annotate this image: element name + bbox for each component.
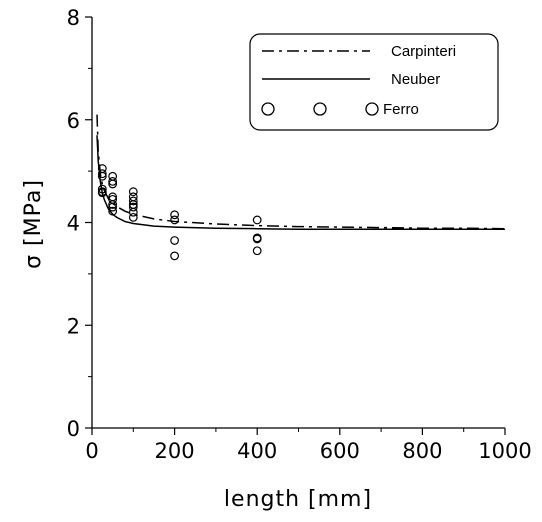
legend-ferro-marker: [365, 102, 379, 116]
y-axis-label: σ [MPa]: [21, 179, 46, 269]
ferro-point: [108, 179, 118, 189]
ferro-point: [170, 210, 180, 220]
x-tick-label: 600: [320, 439, 360, 463]
ferro-point: [97, 188, 107, 198]
legend-carpinteri-label: Carpinteri: [391, 43, 456, 60]
curves: [96, 114, 506, 230]
ferro-point: [128, 196, 138, 206]
ferro-point: [108, 176, 118, 186]
y-tick-label: 6: [67, 109, 80, 133]
carpinteri-curve: [96, 114, 506, 230]
y-tick-label: 0: [67, 417, 80, 441]
ferro-point: [170, 251, 180, 261]
ferro-point: [252, 246, 262, 256]
x-tick-label: 1000: [478, 439, 531, 463]
ferro-point: [170, 215, 180, 225]
ferro-point: [128, 202, 138, 212]
x-tick-label: 200: [155, 439, 195, 463]
axis-ticks: 0 200 400 600 800 1000 0 2 4 6 8: [67, 6, 532, 463]
legend: Carpinteri Neuber Ferro: [249, 33, 499, 131]
ferro-point: [108, 200, 118, 209]
ferro-points: [97, 164, 262, 261]
y-tick-label: 8: [67, 6, 80, 30]
legend-box: [249, 33, 499, 131]
x-tick-label: 0: [85, 439, 98, 463]
x-tick-label: 800: [402, 439, 442, 463]
legend-ferro-marker: [261, 102, 275, 116]
x-tick-label: 400: [237, 439, 277, 463]
x-axis-label: length [mm]: [224, 487, 372, 512]
legend-ferro-label: Ferro: [383, 101, 419, 118]
ferro-point: [108, 206, 118, 216]
neuber-curve: [96, 135, 505, 230]
ferro-point: [97, 171, 107, 181]
ferro-point: [108, 202, 118, 212]
ferro-point: [128, 187, 138, 197]
legend-neuber-label: Neuber: [391, 71, 440, 88]
y-tick-label: 2: [67, 314, 80, 338]
ferro-point: [128, 212, 138, 222]
ferro-point: [170, 236, 180, 245]
ferro-point: [97, 184, 107, 194]
legend-ferro-marker: [313, 102, 327, 116]
ferro-point: [252, 215, 262, 225]
ferro-point: [97, 169, 107, 179]
y-tick-label: 4: [67, 212, 80, 236]
ferro-point: [128, 207, 138, 217]
ferro-point: [252, 234, 262, 244]
